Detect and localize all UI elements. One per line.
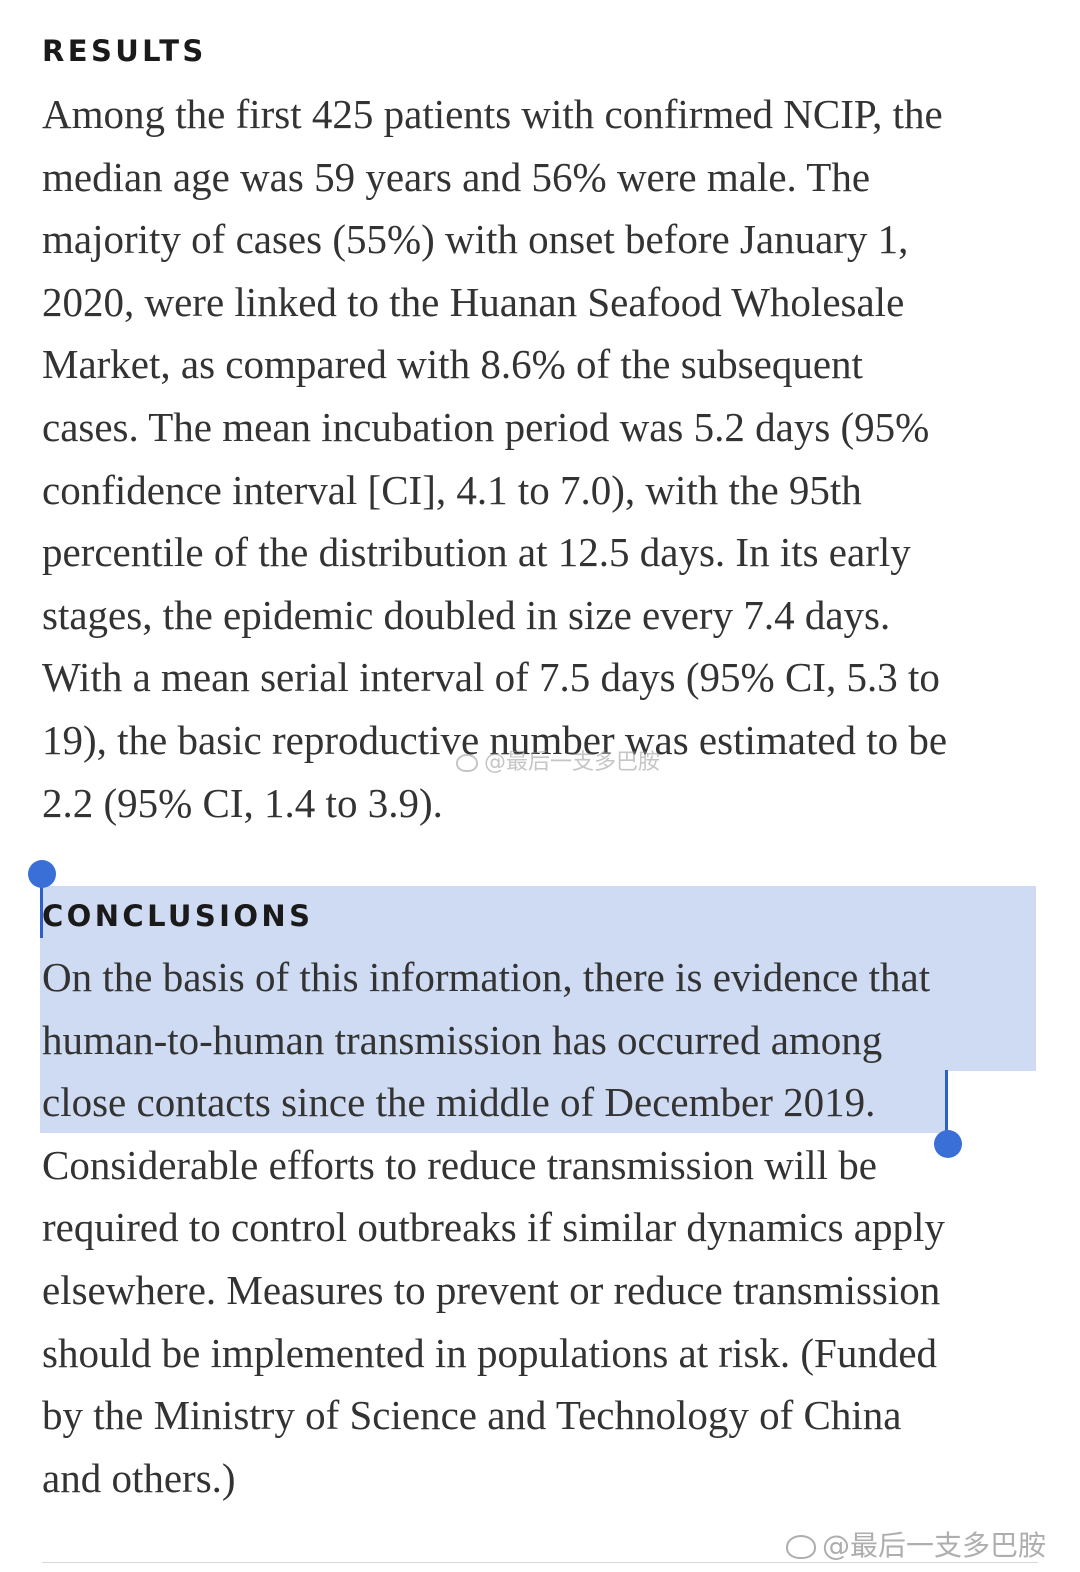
results-line: Among the first 425 patients with confir… bbox=[42, 91, 943, 137]
conclusions-line: On the basis of this information, there … bbox=[42, 954, 931, 1000]
selection-end-handle[interactable] bbox=[934, 1130, 962, 1158]
watermark-center-text: @最后一支多巴胺 bbox=[484, 750, 661, 775]
results-line: With a mean serial interval of 7.5 days … bbox=[42, 654, 940, 701]
results-line: percentile of the distribution at 12.5 d… bbox=[42, 529, 911, 576]
conclusions-line: and others.) bbox=[42, 1454, 236, 1501]
weibo-icon bbox=[786, 1535, 816, 1559]
results-line: cases. The mean incubation period was 5.… bbox=[42, 403, 930, 450]
results-line: 2020, were linked to the Huanan Seafood … bbox=[42, 278, 905, 325]
results-line: stages, the epidemic doubled in size eve… bbox=[42, 591, 891, 638]
results-paragraph: Among the first 425 patients with confir… bbox=[42, 83, 1042, 834]
selection-start-handle[interactable] bbox=[28, 860, 56, 888]
conclusions-line: close contacts since the middle of Decem… bbox=[42, 1079, 876, 1126]
results-line: 2.2 (95% CI, 1.4 to 3.9). bbox=[42, 779, 443, 826]
weibo-icon bbox=[456, 754, 478, 772]
results-heading: RESULTS bbox=[42, 34, 207, 68]
results-line: Market, as compared with 8.6% of the sub… bbox=[42, 341, 863, 388]
selection-highlight bbox=[40, 886, 1036, 1071]
conclusions-line: human-to-human transmission has occurred… bbox=[42, 1016, 883, 1063]
results-line: 19), the basic reproductive number was e… bbox=[42, 716, 948, 763]
watermark-corner-text: @最后一支多巴胺 bbox=[822, 1529, 1047, 1562]
watermark-center: @最后一支多巴胺 bbox=[456, 744, 660, 776]
conclusions-heading: CONCLUSIONS bbox=[42, 899, 314, 933]
watermark-corner: @最后一支多巴胺 bbox=[786, 1524, 1046, 1564]
selection-end-handle-stem[interactable] bbox=[945, 1070, 948, 1138]
conclusions-line: should be implemented in populations at … bbox=[42, 1329, 938, 1376]
conclusions-paragraph: On the basis of this information, there … bbox=[42, 946, 1042, 1509]
conclusions-line: by the Ministry of Science and Technolog… bbox=[42, 1392, 902, 1439]
results-line: confidence interval [CI], 4.1 to 7.0), w… bbox=[42, 466, 862, 513]
conclusions-line: Considerable efforts to reduce transmiss… bbox=[42, 1141, 877, 1188]
conclusions-line: elsewhere. Measures to prevent or reduce… bbox=[42, 1266, 941, 1313]
results-line: median age was 59 years and 56% were mal… bbox=[42, 153, 871, 200]
results-line: majority of cases (55%) with onset befor… bbox=[42, 216, 909, 263]
selection-start-handle-stem[interactable] bbox=[40, 874, 43, 938]
bottom-divider bbox=[42, 1562, 1038, 1563]
conclusions-line: required to control outbreaks if similar… bbox=[42, 1204, 945, 1251]
selection-highlight bbox=[40, 1071, 946, 1133]
